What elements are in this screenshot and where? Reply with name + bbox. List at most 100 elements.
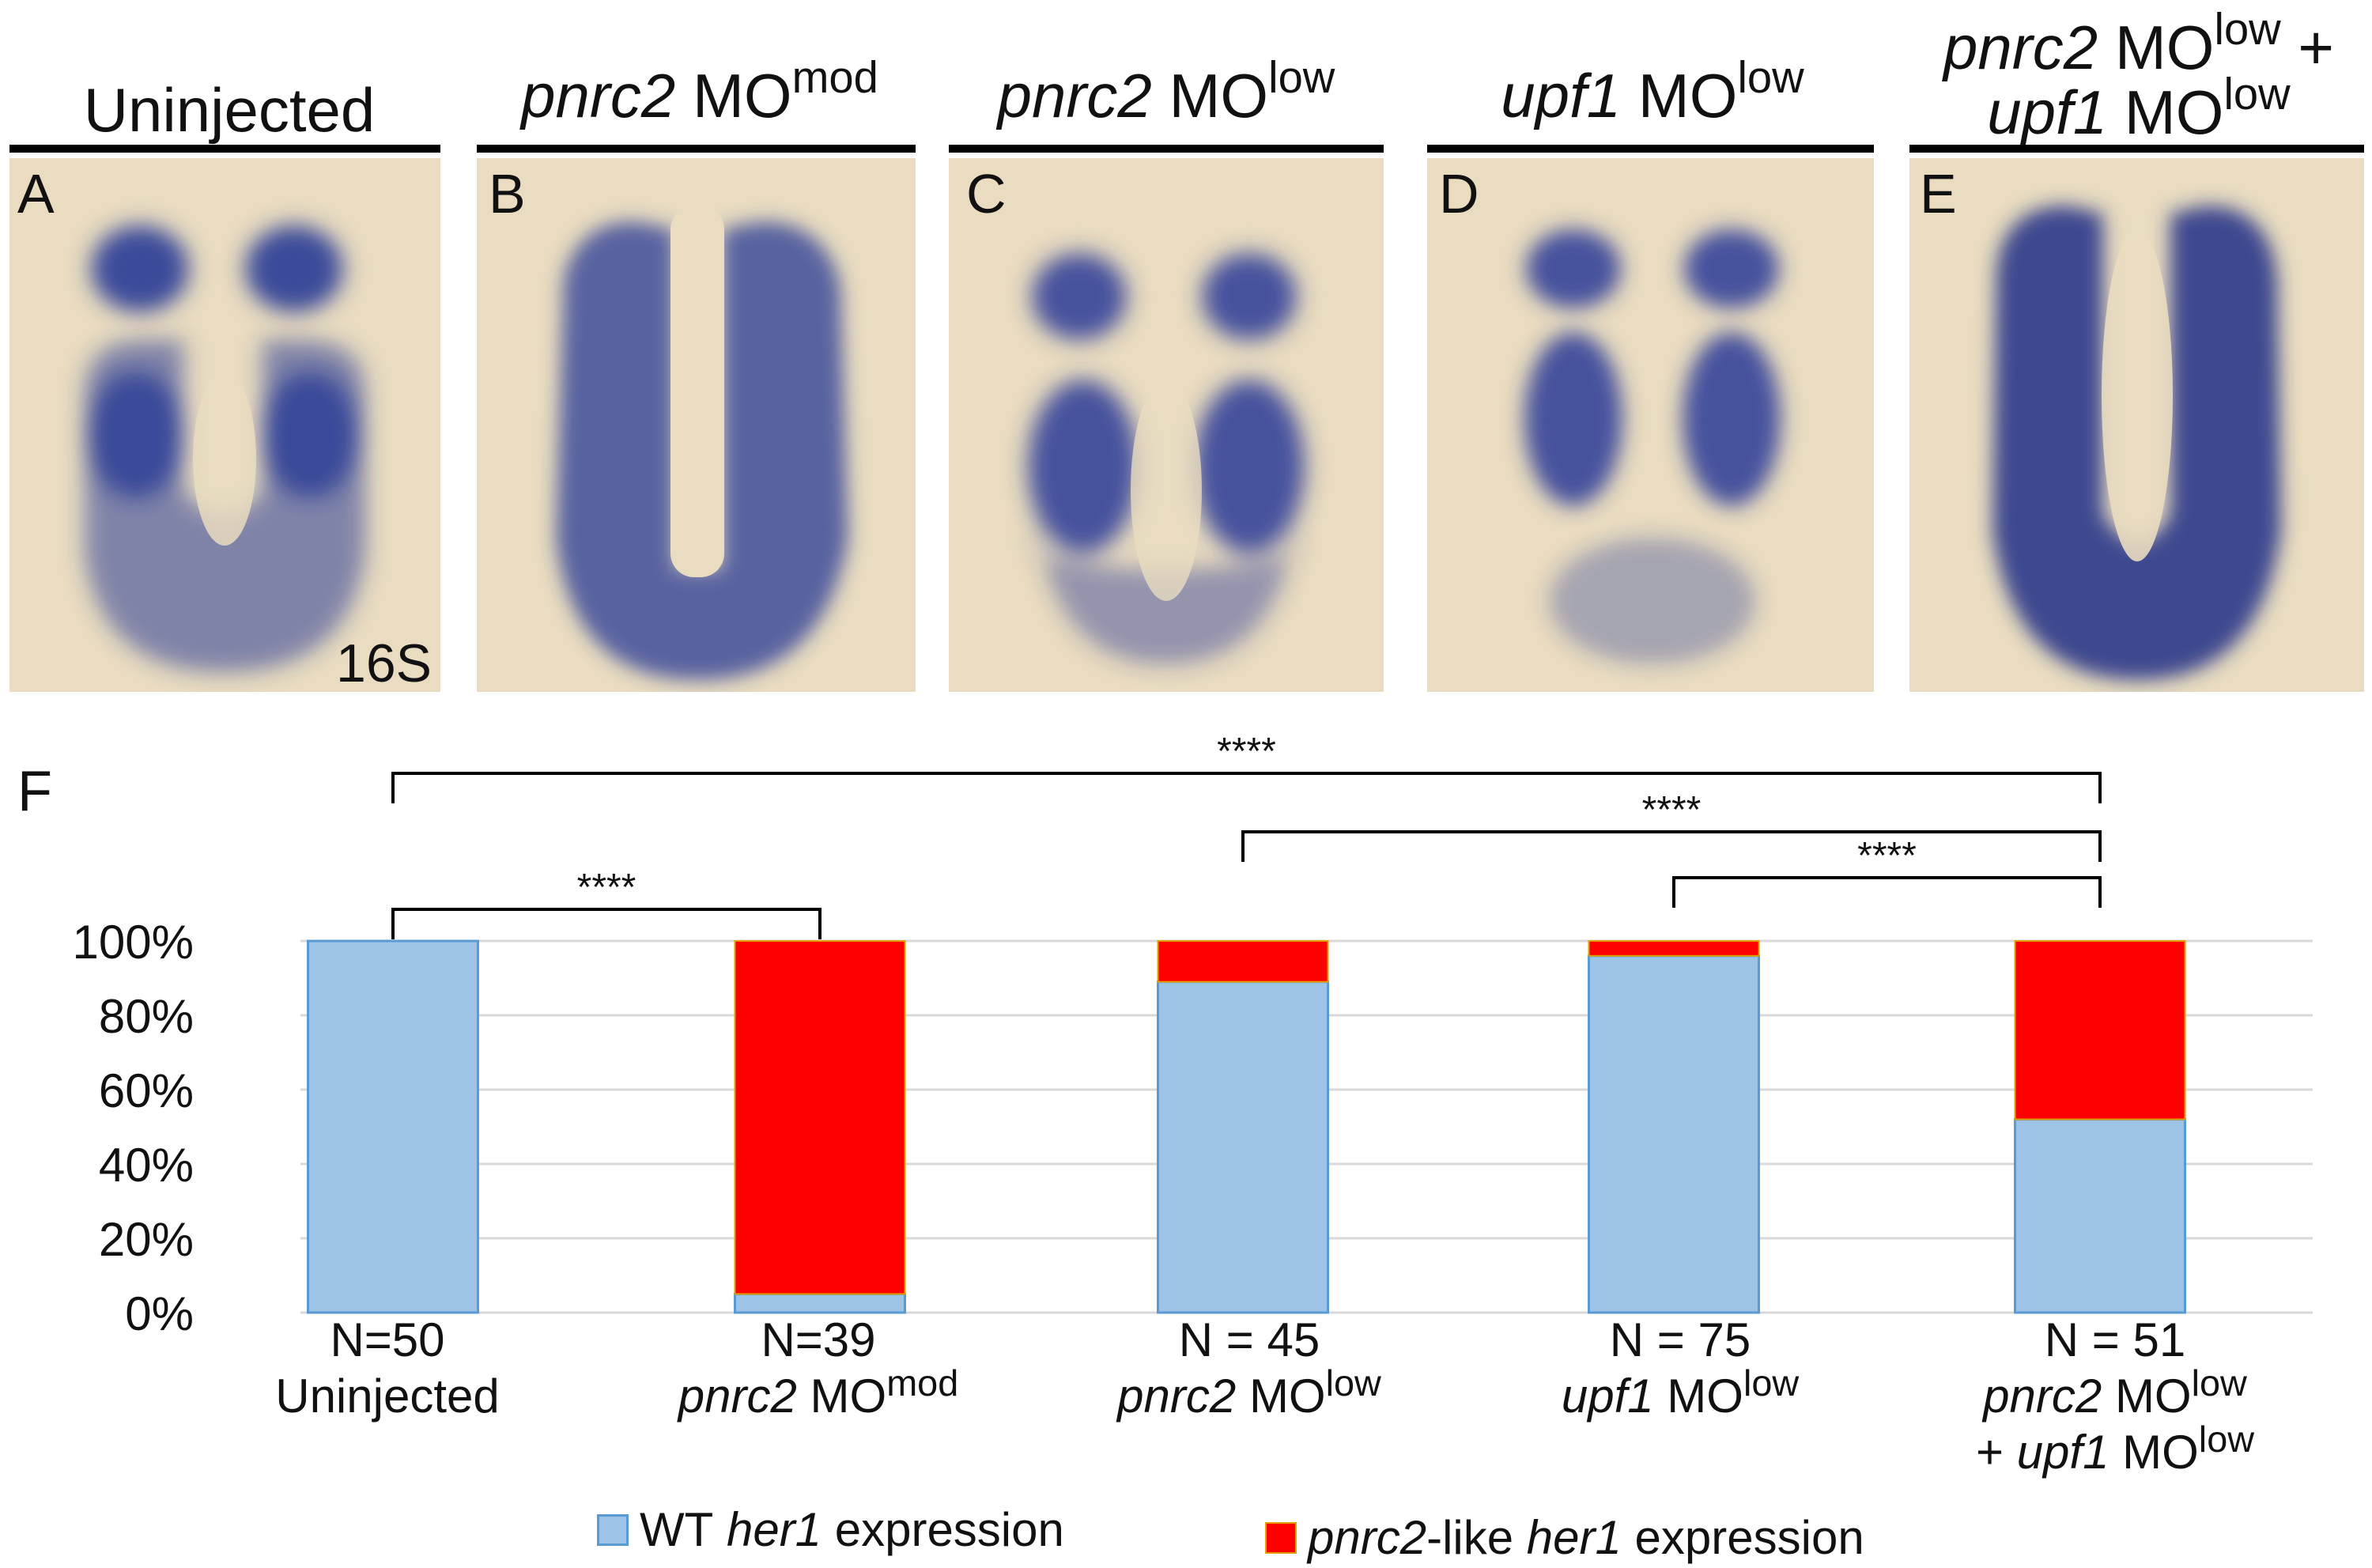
panel-d-title: upf1 MOlow bbox=[1431, 55, 1874, 127]
panel-e-gene2: upf1 bbox=[1987, 77, 2108, 147]
significance-bracket-1 bbox=[391, 772, 2102, 803]
cat-4-plus: + bbox=[1975, 1425, 2004, 1479]
cat-name-2: pnrc2 MOlow bbox=[1091, 1364, 1407, 1425]
panel-b-letter: B bbox=[489, 163, 526, 225]
cat-3-mo: MO bbox=[1667, 1369, 1743, 1423]
cat-name-3: upf1 MOlow bbox=[1522, 1364, 1838, 1425]
embryo-b bbox=[477, 158, 916, 692]
y-tick-label-3: 60% bbox=[99, 1064, 194, 1117]
y-tick-label-0: 0% bbox=[125, 1287, 194, 1340]
significance-label-3: **** bbox=[1857, 835, 1917, 877]
cat-4-sup: low bbox=[2191, 1362, 2247, 1404]
cat-name-4-line2: + upf1 MOlow bbox=[1937, 1420, 2293, 1481]
legend-wt-prefix: WT bbox=[640, 1503, 714, 1556]
stacked-bar-chart: 0% 20% 40% 60% 80% 100% **** **** **** **** bbox=[73, 731, 2313, 1340]
category-label-2: N = 45 pnrc2 MOlow bbox=[1091, 1313, 1407, 1425]
bar-wt-1 bbox=[734, 1293, 906, 1314]
panel-a-letter: A bbox=[17, 163, 55, 225]
cat-2-mo: MO bbox=[1248, 1369, 1326, 1423]
cat-name-4: pnrc2 MOlow bbox=[1937, 1364, 2293, 1425]
panel-c-sup: low bbox=[1268, 52, 1335, 103]
panel-e-rule bbox=[1909, 145, 2364, 153]
panel-b-image bbox=[477, 158, 916, 692]
legend-wt: WT her1 expression bbox=[597, 1502, 1064, 1557]
panel-d-gene: upf1 bbox=[1501, 61, 1622, 130]
bar-pnrc2like-2 bbox=[1157, 940, 1329, 983]
cat-2-sup: low bbox=[1325, 1362, 1381, 1404]
legend-p-mid: -like bbox=[1426, 1511, 1514, 1564]
n-label-1: N=39 bbox=[761, 1313, 876, 1366]
panel-c-title: pnrc2 MOlow bbox=[953, 55, 1380, 127]
y-tick-label-5: 100% bbox=[73, 916, 194, 969]
panel-e-letter: E bbox=[1920, 163, 1957, 225]
cat-3-gene: upf1 bbox=[1561, 1369, 1654, 1423]
panel-d-image bbox=[1427, 158, 1874, 692]
significance-bracket-3 bbox=[1672, 876, 2102, 908]
panel-e-mo2: MO bbox=[2124, 77, 2224, 147]
cat-name-0: Uninjected bbox=[275, 1369, 500, 1423]
cat-4-gene2: upf1 bbox=[2016, 1425, 2109, 1479]
panel-c-letter: C bbox=[966, 163, 1007, 225]
panel-e-plus: + bbox=[2298, 13, 2334, 82]
category-label-1: N=39 pnrc2 MOmod bbox=[660, 1313, 976, 1425]
embryo-c bbox=[949, 158, 1384, 692]
bar-pnrc2like-4 bbox=[2014, 940, 2186, 1120]
category-label-0: N=50 Uninjected bbox=[229, 1313, 546, 1425]
panel-d-sup: low bbox=[1737, 52, 1804, 103]
cat-4-gene: pnrc2 bbox=[1983, 1369, 2102, 1423]
panel-b-title: pnrc2 MOmod bbox=[478, 55, 921, 127]
panel-b-mo: MO bbox=[692, 61, 792, 130]
panel-a-rule bbox=[9, 145, 440, 153]
significance-label-1: **** bbox=[1217, 731, 1276, 773]
stage-label: 16S bbox=[336, 633, 432, 693]
bar-wt-2 bbox=[1157, 980, 1329, 1314]
panel-b-rule bbox=[477, 145, 916, 153]
panel-e-gene: pnrc2 bbox=[1943, 13, 2098, 82]
legend-p-gene: pnrc2 bbox=[1308, 1511, 1427, 1564]
legend-p-suffix: expression bbox=[1634, 1511, 1864, 1564]
panel-c-image bbox=[949, 158, 1384, 692]
panel-f-letter: F bbox=[17, 760, 52, 823]
bar-wt-0 bbox=[307, 939, 479, 1314]
cat-1-sup: mod bbox=[886, 1362, 959, 1404]
panel-a-title: Uninjected bbox=[32, 79, 427, 141]
panel-c-rule bbox=[949, 145, 1384, 153]
legend-wt-swatch bbox=[597, 1513, 629, 1546]
significance-bracket-2 bbox=[1241, 830, 2102, 862]
panel-e-sup2: low bbox=[2223, 69, 2291, 119]
bar-pnrc2like-1 bbox=[734, 940, 906, 1295]
panel-e-title: pnrc2 MOlow + upf1 MOlow bbox=[1909, 7, 2368, 147]
panel-c-gene: pnrc2 bbox=[997, 61, 1152, 130]
n-label-0: N=50 bbox=[330, 1313, 445, 1366]
bar-pnrc2like-3 bbox=[1588, 940, 1760, 957]
cat-1-gene: pnrc2 bbox=[678, 1369, 797, 1423]
embryo-a bbox=[9, 158, 440, 692]
panel-e-mo: MO bbox=[2114, 13, 2215, 82]
panel-e-sup: low bbox=[2214, 4, 2281, 55]
cat-4-mo2: MO bbox=[2122, 1425, 2199, 1479]
legend-pnrc2like-swatch bbox=[1265, 1521, 1297, 1554]
n-label-3: N = 75 bbox=[1609, 1313, 1751, 1366]
significance-label-2: **** bbox=[1642, 789, 1702, 831]
panel-c-mo: MO bbox=[1169, 61, 1269, 130]
bar-wt-4 bbox=[2014, 1118, 2186, 1314]
legend-pnrc2like: pnrc2 -like her1 expression bbox=[1265, 1510, 1864, 1565]
legend-p-gene2: her1 bbox=[1526, 1511, 1622, 1564]
panel-d-letter: D bbox=[1439, 163, 1479, 225]
cat-4-mo: MO bbox=[2114, 1369, 2192, 1423]
significance-label-0: **** bbox=[577, 867, 636, 909]
legend-wt-gene: her1 bbox=[726, 1503, 822, 1556]
panel-d-mo: MO bbox=[1637, 61, 1738, 130]
cat-1-mo: MO bbox=[810, 1369, 887, 1423]
cat-name-1: pnrc2 MOmod bbox=[660, 1364, 976, 1425]
category-label-4: N = 51 pnrc2 MOlow + upf1 MOlow bbox=[1937, 1313, 2293, 1480]
embryo-d bbox=[1427, 158, 1874, 692]
panel-a-title-text: Uninjected bbox=[83, 75, 376, 145]
cat-2-gene: pnrc2 bbox=[1117, 1369, 1237, 1423]
y-tick-label-1: 20% bbox=[99, 1213, 194, 1266]
panel-b-sup: mod bbox=[791, 52, 878, 103]
y-tick-label-2: 40% bbox=[99, 1139, 194, 1192]
legend-wt-suffix: expression bbox=[834, 1503, 1064, 1556]
panel-e-image bbox=[1909, 158, 2364, 692]
y-tick-label-4: 80% bbox=[99, 990, 194, 1043]
